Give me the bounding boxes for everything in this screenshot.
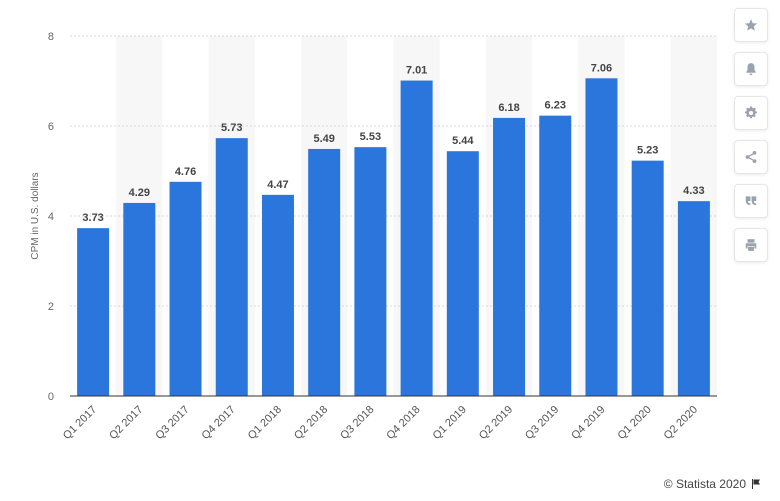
bar[interactable]	[123, 202, 156, 396]
bar[interactable]	[308, 148, 341, 396]
bar[interactable]	[77, 228, 110, 396]
print-button[interactable]	[734, 228, 768, 262]
bar[interactable]	[354, 147, 387, 396]
y-axis-ticks: 0 2 4 6 8	[48, 31, 54, 403]
data-label: 7.01	[406, 65, 427, 77]
bar[interactable]	[631, 160, 664, 396]
x-tick-label: Q1 2018	[246, 404, 284, 442]
data-label: 5.44	[452, 135, 474, 147]
bar[interactable]	[400, 80, 433, 397]
data-label: 5.23	[637, 145, 658, 157]
data-label: 7.06	[591, 62, 612, 74]
quote-icon	[745, 196, 757, 206]
y-tick-label: 6	[48, 121, 54, 133]
y-axis-title: CPM in U.S. dollars	[30, 172, 41, 259]
data-label: 6.18	[498, 102, 519, 114]
data-labels: 3.73 4.29 4.76 5.73 4.47 5.49 5.53 7.01 5.44 6.18…	[82, 62, 704, 224]
credit-text: © Statista 2020	[663, 477, 746, 491]
x-axis-ticks: Q1 2017 Q2 2017 Q3 2017 Q4 2017 Q1 2018 Q2 20…	[61, 404, 700, 442]
bell-icon	[746, 63, 756, 76]
bar[interactable]	[169, 181, 202, 396]
x-tick-label: Q2 2020	[662, 404, 700, 442]
flag-icon	[752, 479, 760, 489]
bar[interactable]	[215, 138, 248, 396]
bar[interactable]	[585, 78, 618, 397]
favorite-button[interactable]	[734, 8, 768, 42]
statista-credit[interactable]: © Statista 2020	[664, 477, 762, 491]
x-tick-label: Q1 2020	[615, 404, 653, 442]
share-button[interactable]	[734, 140, 768, 174]
share-icon	[745, 151, 757, 163]
bars	[77, 78, 710, 397]
x-tick-label: Q1 2019	[431, 404, 469, 442]
x-tick-label: Q2 2018	[292, 404, 330, 442]
x-tick-label: Q4 2017	[200, 404, 238, 442]
data-label: 6.23	[545, 100, 566, 112]
gear-icon	[744, 106, 757, 119]
data-label: 4.47	[267, 179, 288, 191]
x-tick-label: Q2 2017	[107, 404, 145, 442]
y-tick-label: 2	[48, 301, 54, 313]
star-icon	[744, 19, 758, 31]
x-tick-label: Q3 2018	[338, 404, 376, 442]
bar[interactable]	[446, 151, 479, 396]
data-label: 4.29	[129, 187, 150, 199]
cite-button[interactable]	[734, 184, 768, 218]
bar[interactable]	[539, 115, 572, 397]
bar[interactable]	[493, 117, 526, 397]
settings-button[interactable]	[734, 96, 768, 130]
notification-button[interactable]	[734, 52, 768, 86]
x-tick-label: Q3 2019	[523, 404, 561, 442]
y-tick-label: 8	[48, 31, 54, 43]
data-label: 4.76	[175, 166, 196, 178]
x-tick-label: Q2 2019	[477, 404, 515, 442]
data-label: 5.49	[313, 133, 334, 145]
print-icon	[745, 239, 757, 251]
x-tick-label: Q4 2018	[384, 404, 422, 442]
bar[interactable]	[677, 201, 710, 396]
chart-toolbar	[734, 8, 768, 272]
data-label: 4.33	[683, 185, 704, 197]
data-label: 5.73	[221, 122, 242, 134]
y-tick-label: 4	[48, 211, 54, 223]
data-label: 5.53	[360, 131, 381, 143]
x-tick-label: Q1 2017	[61, 404, 99, 442]
y-tick-label: 0	[48, 391, 54, 403]
bar[interactable]	[261, 194, 294, 396]
x-tick-label: Q4 2019	[569, 404, 607, 442]
data-label: 3.73	[82, 212, 103, 224]
x-tick-label: Q3 2017	[153, 404, 191, 442]
